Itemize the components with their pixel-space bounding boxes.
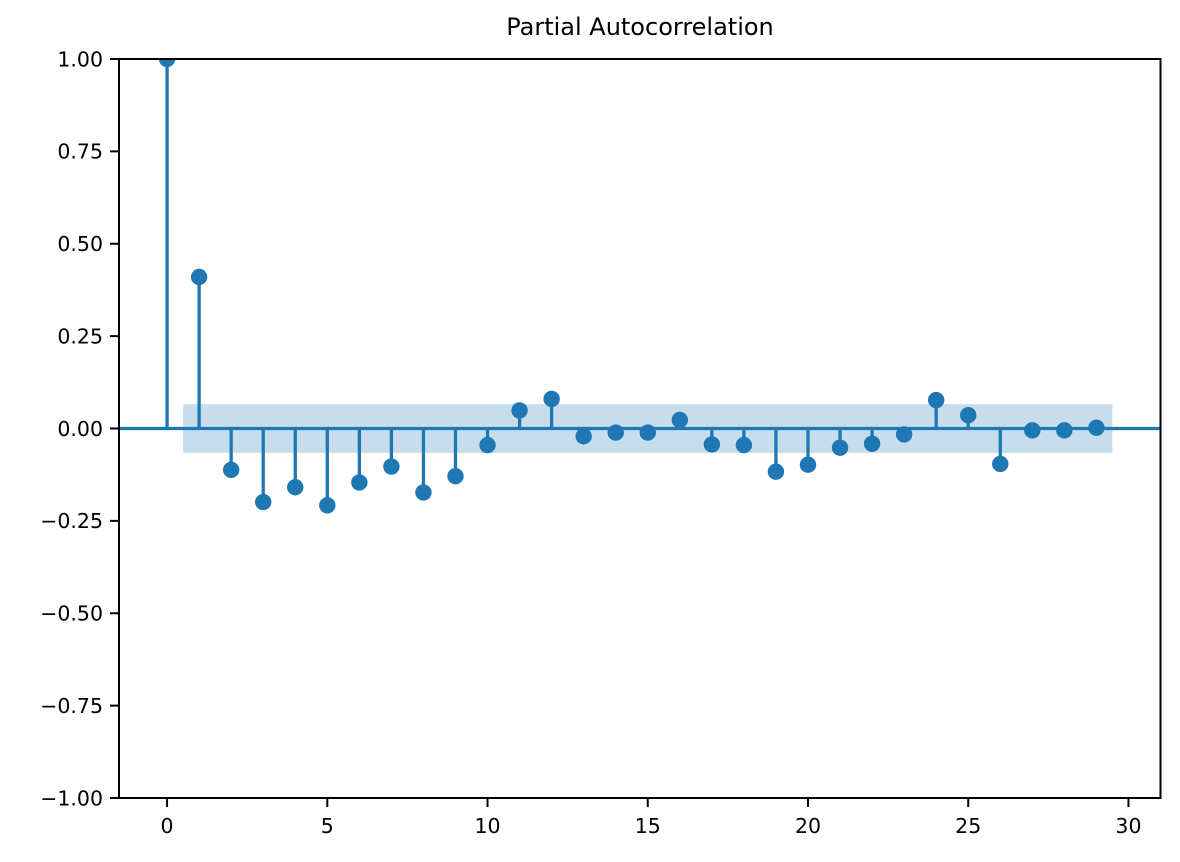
marker-lag-13: [575, 428, 592, 445]
marker-lag-19: [767, 463, 785, 480]
marker-lag-16: [671, 411, 689, 429]
marker-lag-15: [639, 424, 656, 441]
marker-lag-21: [831, 439, 849, 456]
y-tick-label: 0.00: [57, 417, 103, 441]
x-tick-label: 5: [321, 814, 334, 838]
marker-lag-27: [1024, 422, 1041, 439]
marker-lag-25: [960, 406, 977, 424]
marker-lag-12: [543, 390, 560, 408]
y-tick-label: 0.25: [57, 324, 103, 348]
marker-lag-6: [351, 474, 368, 491]
y-tick-label: 0.75: [57, 140, 103, 164]
marker-lag-22: [863, 435, 881, 452]
y-tick-label: 0.50: [57, 232, 103, 256]
marker-lag-4: [287, 479, 304, 496]
x-tick-label: 30: [1115, 814, 1141, 838]
stem-series: [158, 59, 1105, 514]
marker-lag-24: [927, 391, 945, 409]
x-tick-label: 0: [161, 814, 174, 838]
marker-lag-29: [1088, 419, 1105, 436]
marker-lag-7: [383, 458, 400, 475]
marker-lag-10: [479, 436, 496, 454]
y-tick-label: 1.00: [57, 47, 103, 71]
y-tick-label: −0.25: [40, 509, 103, 533]
marker-lag-2: [222, 461, 240, 479]
marker-lag-0: [158, 59, 176, 68]
marker-lag-3: [255, 493, 272, 511]
y-tick-label: −1.00: [40, 786, 103, 810]
marker-lag-1: [190, 268, 208, 286]
marker-lag-9: [447, 467, 464, 485]
marker-lag-26: [992, 455, 1009, 473]
marker-lag-20: [799, 456, 817, 473]
marker-lag-14: [607, 424, 624, 441]
marker-lag-28: [1056, 422, 1073, 439]
marker-lag-17: [703, 436, 721, 453]
marker-lag-5: [319, 497, 336, 514]
y-tick-label: −0.75: [40, 694, 103, 718]
x-tick-label: 15: [635, 814, 661, 838]
chart-title: Partial Autocorrelation: [506, 13, 774, 41]
marker-lag-11: [511, 402, 528, 419]
axes-spines: [118, 58, 1162, 799]
y-tick-label: −0.50: [40, 602, 103, 626]
x-tick-label: 25: [955, 814, 981, 838]
x-tick-label: 20: [795, 814, 821, 838]
x-tick-label: 10: [474, 814, 500, 838]
marker-lag-18: [735, 436, 753, 454]
marker-lag-23: [895, 426, 913, 443]
marker-lag-8: [415, 484, 432, 501]
